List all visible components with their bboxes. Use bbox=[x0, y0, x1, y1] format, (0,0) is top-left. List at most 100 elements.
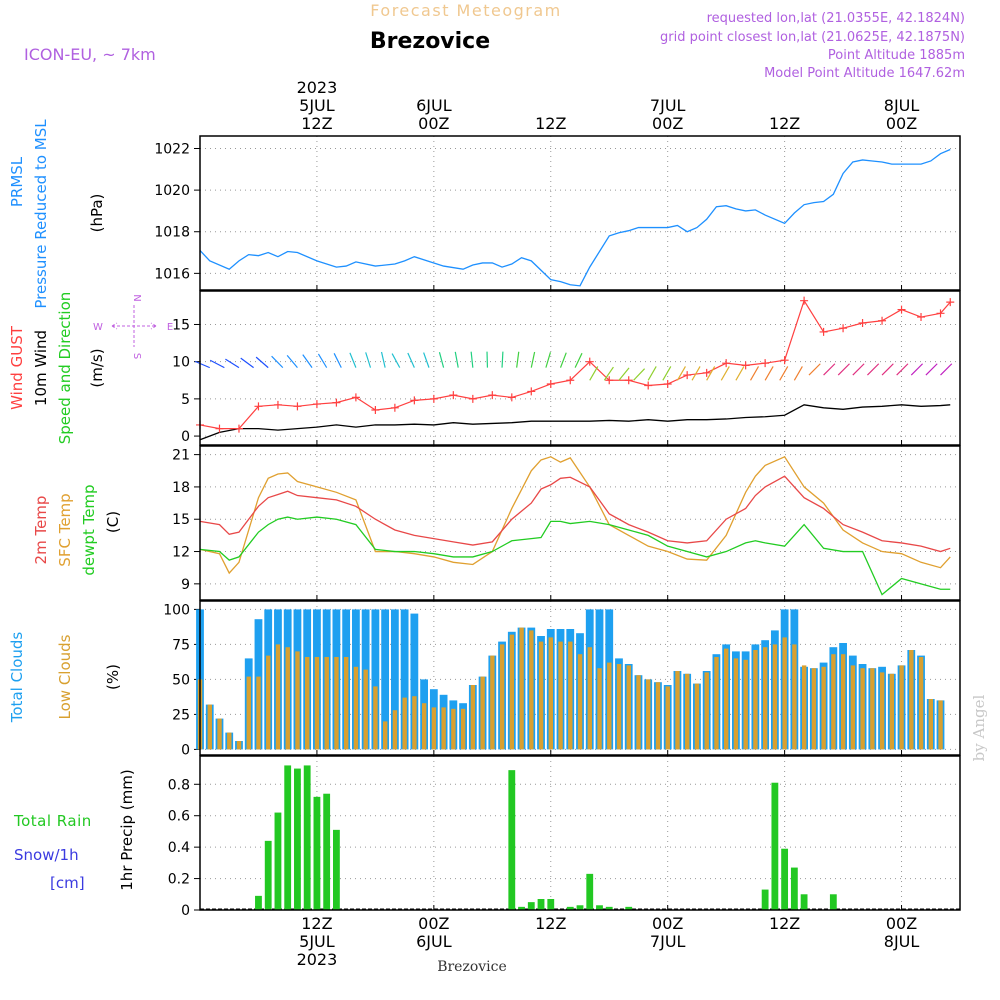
total-cloud-bar bbox=[400, 609, 409, 750]
clouds-unit: (%) bbox=[104, 664, 122, 690]
time-label-top: 12Z bbox=[769, 114, 800, 133]
footer-location: Brezovice bbox=[437, 959, 507, 975]
wind-direction-arrow bbox=[603, 366, 614, 381]
low-cloud-bar bbox=[675, 671, 680, 750]
low-cloud-bar bbox=[753, 650, 758, 750]
gust-marker bbox=[332, 398, 341, 407]
time-label-bottom: 6JUL bbox=[416, 932, 452, 951]
total-rain-label: Total Rain bbox=[13, 812, 92, 830]
low-cloud-bar bbox=[353, 666, 359, 750]
precip-bar bbox=[586, 873, 594, 910]
wind-direction-arrow bbox=[852, 363, 865, 376]
y-tick-label: 1016 bbox=[154, 266, 190, 282]
wind-direction-arrow bbox=[589, 366, 599, 381]
low-cloud-bar bbox=[646, 679, 651, 750]
wind-direction-arrow bbox=[720, 366, 730, 381]
temp-2m-label: 2m Temp bbox=[32, 496, 50, 565]
precip-bar bbox=[596, 905, 603, 910]
precip-bar bbox=[800, 894, 808, 910]
y-tick-label: 0.8 bbox=[168, 777, 190, 793]
wind-direction-arrow bbox=[662, 366, 672, 381]
temp-panel: 9 12 15 18 21 bbox=[172, 446, 960, 600]
low-cloud-bar bbox=[724, 648, 729, 750]
wind-direction-arrow bbox=[225, 358, 240, 369]
precip-bar bbox=[790, 867, 798, 910]
gust-marker bbox=[527, 387, 536, 396]
gust-marker bbox=[644, 381, 653, 390]
precip-unit: 1hr Precip (mm) bbox=[118, 769, 136, 890]
gust-marker bbox=[683, 371, 692, 380]
y-tick-label: 0 bbox=[181, 429, 190, 445]
pressure-panel: 1016 1018 1020 1022 bbox=[154, 136, 960, 290]
time-label-top: 00Z bbox=[652, 114, 683, 133]
wind-direction-arrow bbox=[470, 351, 474, 368]
wind-direction-arrow bbox=[837, 363, 850, 376]
low-cloud-bar bbox=[616, 664, 622, 750]
requested-coords: requested lon,lat (21.0355E, 42.1824N) bbox=[707, 11, 965, 26]
low-cloud-bar bbox=[879, 672, 885, 750]
gust-marker bbox=[741, 361, 750, 370]
time-label-top: 00Z bbox=[886, 114, 917, 133]
model-name: ICON-EU, ~ 7km bbox=[24, 45, 156, 64]
wind10m-line bbox=[199, 404, 951, 441]
low-cloud-bar bbox=[246, 676, 251, 750]
wind-direction-arrow bbox=[423, 352, 430, 368]
wind-direction-arrow bbox=[317, 353, 328, 368]
low-cloud-bar bbox=[421, 703, 427, 750]
wind-direction-arrow bbox=[407, 352, 415, 368]
low-cloud-bar bbox=[285, 647, 290, 750]
wind-direction-arrow bbox=[255, 356, 269, 369]
time-label-top: 00Z bbox=[418, 114, 449, 133]
low-cloud-bar bbox=[889, 673, 895, 750]
gust-marker bbox=[585, 357, 594, 366]
low-cloud-bar bbox=[597, 668, 602, 750]
gust-marker bbox=[605, 376, 614, 385]
wind-direction-arrow bbox=[618, 367, 630, 381]
low-cloud-bar bbox=[860, 668, 865, 750]
y-tick-label: 0 bbox=[181, 742, 190, 758]
precip-frame bbox=[199, 755, 961, 911]
gust-marker bbox=[800, 296, 809, 305]
wind-direction-arrow bbox=[349, 352, 357, 368]
y-tick-label: 15 bbox=[172, 317, 190, 333]
model-point-altitude: Model Point Altitude 1647.62m bbox=[764, 66, 965, 81]
low-cloud-bar bbox=[548, 637, 554, 750]
time-label-top: 12Z bbox=[535, 114, 566, 133]
time-label-top: 12Z bbox=[301, 114, 332, 133]
wind-direction-arrow bbox=[706, 366, 716, 381]
low-cloud-bar bbox=[324, 657, 329, 750]
time-label-bottom: 5JUL bbox=[299, 932, 335, 951]
gust-marker bbox=[761, 359, 770, 368]
y-tick-label: 12 bbox=[172, 545, 190, 561]
gust-line bbox=[199, 299, 951, 430]
wind-direction-arrow bbox=[896, 363, 909, 376]
low-cloud-bar bbox=[207, 704, 212, 750]
precip-bar bbox=[761, 889, 769, 910]
low-cloud-bar bbox=[704, 672, 709, 750]
low-cloud-bar bbox=[470, 685, 476, 750]
low-cloud-bar bbox=[850, 665, 856, 750]
time-label-top: 7JUL bbox=[650, 96, 686, 115]
low-clouds-label: Low Clouds bbox=[56, 634, 74, 719]
precip-bar bbox=[771, 782, 779, 910]
low-cloud-bar bbox=[801, 665, 807, 750]
y-tick-label: 50 bbox=[172, 672, 190, 688]
precip-bar bbox=[527, 902, 535, 910]
time-label-top: 8JUL bbox=[884, 96, 920, 115]
sfc-temp-line bbox=[199, 455, 951, 575]
gust-marker bbox=[215, 424, 224, 433]
low-cloud-bar bbox=[334, 657, 339, 750]
compass-w: W bbox=[93, 322, 103, 333]
time-label-bottom: 00Z bbox=[418, 914, 449, 933]
low-cloud-bar bbox=[363, 669, 368, 750]
y-tick-label: 5 bbox=[181, 392, 190, 408]
gust-marker bbox=[351, 393, 360, 402]
clouds-panel: 0 25 50 75 100 bbox=[163, 601, 960, 758]
compass-e: E bbox=[167, 322, 173, 333]
y-tick-label: 18 bbox=[172, 480, 190, 496]
gust-marker bbox=[293, 402, 302, 411]
low-cloud-bar bbox=[811, 668, 817, 750]
wind-direction-arrow bbox=[209, 359, 225, 369]
precip-bar bbox=[303, 765, 311, 910]
wind-direction-arrow bbox=[530, 351, 536, 368]
